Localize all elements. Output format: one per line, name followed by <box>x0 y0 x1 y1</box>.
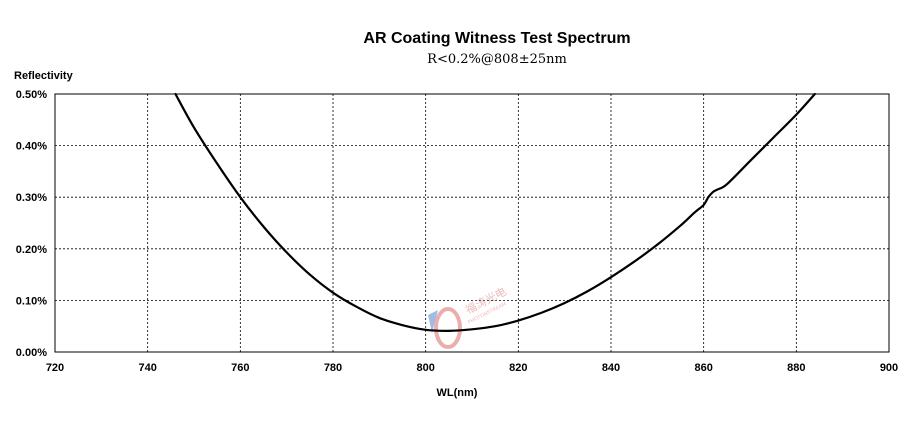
x-tick-label: 860 <box>694 362 712 374</box>
x-tick-label: 720 <box>46 362 64 374</box>
x-tick-label: 800 <box>416 362 434 374</box>
y-tick-label: 0.10% <box>16 295 47 307</box>
plot-frame <box>54 93 890 353</box>
x-axis-ticks: 720 740 760 780 800 820 840 860 880 900 <box>46 362 898 374</box>
y-axis-title: Reflectivity <box>14 70 74 82</box>
y-axis-ticks: 0.00% 0.10% 0.20% 0.30% 0.40% 0.50% <box>16 89 47 359</box>
x-tick-label: 880 <box>787 362 805 374</box>
x-tick-label: 900 <box>880 362 898 374</box>
x-axis-title: WL(nm) <box>437 387 478 399</box>
y-tick-label: 0.30% <box>16 192 47 204</box>
watermark-logo-red-icon <box>434 307 462 349</box>
x-tick-label: 780 <box>324 362 342 374</box>
reflectivity-curve <box>174 92 816 332</box>
x-tick-label: 820 <box>509 362 527 374</box>
chart-grid <box>55 94 889 352</box>
y-tick-label: 0.00% <box>16 347 47 359</box>
brand-watermark: 福涛光电 PHOTONSTREAM <box>428 284 509 349</box>
watermark-logo-blue-icon <box>428 310 438 333</box>
y-tick-label: 0.40% <box>16 141 47 153</box>
x-tick-label: 840 <box>602 362 620 374</box>
chart-title: AR Coating Witness Test Spectrum <box>363 30 630 47</box>
x-tick-label: 760 <box>231 362 249 374</box>
series-layer <box>174 92 816 332</box>
chart-subtitle: R<0.2%@808±25nm <box>427 52 567 67</box>
y-tick-label: 0.20% <box>16 244 47 256</box>
x-tick-label: 740 <box>138 362 156 374</box>
y-tick-label: 0.50% <box>16 89 47 101</box>
